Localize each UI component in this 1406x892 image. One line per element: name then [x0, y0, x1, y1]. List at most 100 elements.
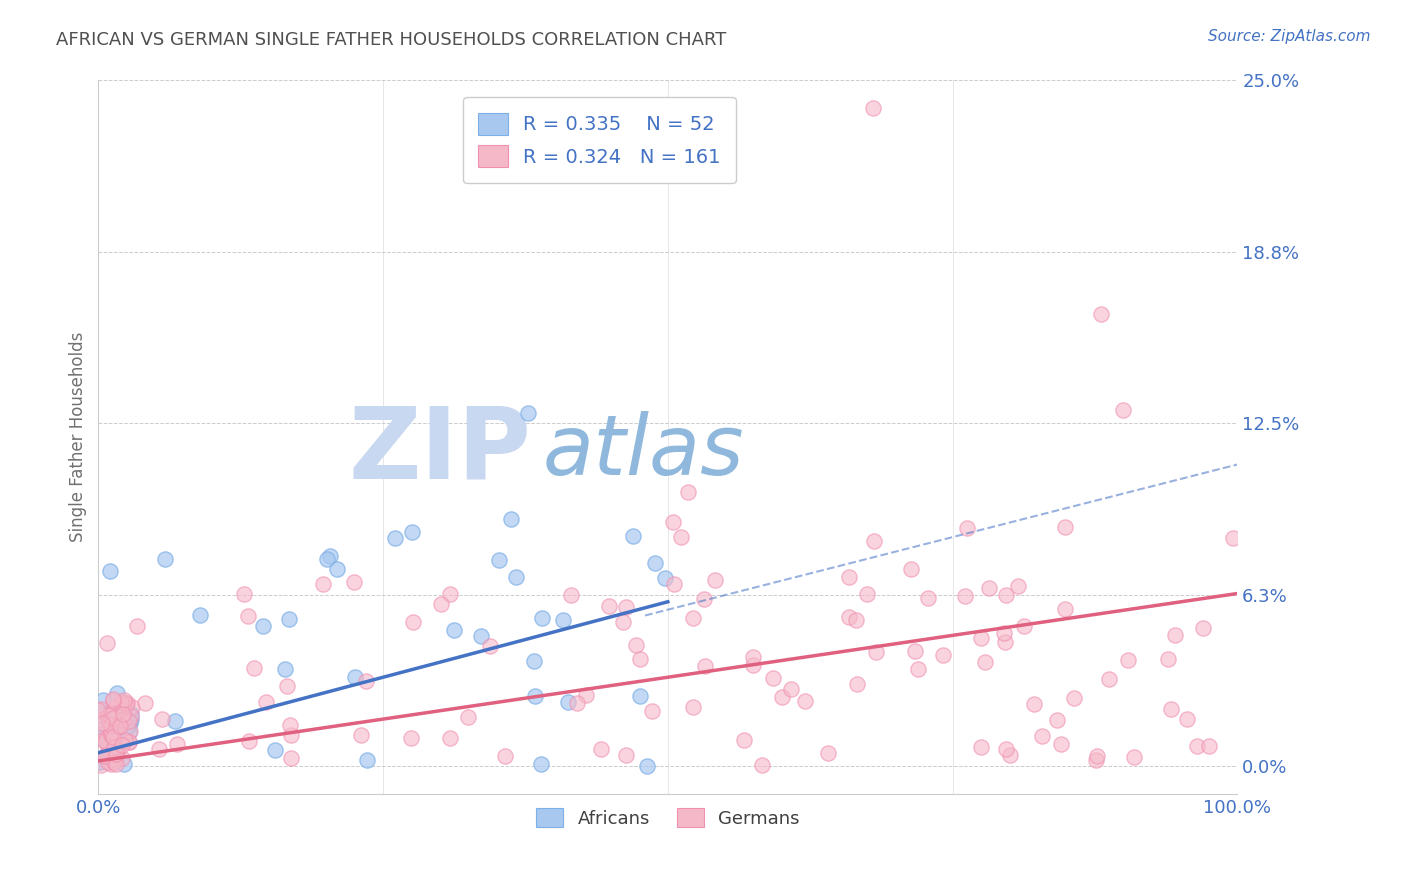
Point — [693, 658, 716, 673]
Point — [93, 723, 115, 737]
Point — [103, 747, 125, 761]
Point — [845, 613, 868, 627]
Point — [238, 733, 260, 747]
Point — [118, 716, 141, 731]
Point — [779, 681, 801, 696]
Point — [90, 713, 112, 727]
Point — [636, 758, 658, 772]
Point — [111, 714, 134, 728]
Point — [734, 732, 756, 747]
Point — [90, 702, 112, 716]
Point — [402, 615, 425, 629]
Point — [100, 729, 122, 743]
Point — [429, 597, 451, 611]
Point — [693, 592, 716, 607]
Point — [110, 694, 132, 708]
Point — [356, 753, 378, 767]
Point — [278, 718, 301, 732]
Point — [115, 696, 138, 710]
Point — [104, 699, 127, 714]
Point — [623, 529, 645, 543]
Point — [1175, 712, 1198, 726]
Point — [114, 733, 136, 747]
Point — [108, 738, 131, 752]
Point — [90, 715, 112, 730]
Point — [1098, 672, 1121, 686]
Point — [315, 551, 337, 566]
Point — [598, 599, 620, 613]
Text: ZIP: ZIP — [349, 403, 531, 500]
Point — [443, 624, 465, 638]
Point — [995, 741, 1018, 756]
Point — [770, 690, 793, 704]
Point — [112, 692, 135, 706]
Point — [104, 743, 127, 757]
Point — [524, 690, 547, 704]
Point — [103, 752, 125, 766]
Point — [704, 574, 727, 588]
Point — [118, 714, 141, 729]
Point — [97, 707, 120, 722]
Point — [89, 723, 111, 737]
Point — [1112, 402, 1135, 417]
Point — [994, 635, 1017, 649]
Point — [439, 731, 461, 746]
Point — [104, 740, 127, 755]
Point — [312, 577, 335, 591]
Point — [399, 731, 422, 745]
Point — [1022, 697, 1045, 711]
Point — [457, 710, 479, 724]
Point — [553, 613, 575, 627]
Point — [153, 552, 176, 566]
Point — [1122, 750, 1144, 764]
Point — [111, 739, 134, 753]
Point — [644, 557, 666, 571]
Point — [530, 757, 553, 772]
Point — [1046, 713, 1069, 727]
Point — [276, 678, 298, 692]
Point — [439, 587, 461, 601]
Text: Source: ZipAtlas.com: Source: ZipAtlas.com — [1208, 29, 1371, 44]
Point — [103, 755, 125, 769]
Point — [280, 729, 302, 743]
Point — [1116, 652, 1139, 666]
Point — [1007, 579, 1029, 593]
Point — [612, 615, 634, 629]
Point — [105, 717, 128, 731]
Point — [148, 741, 170, 756]
Point — [165, 714, 187, 728]
Point — [110, 703, 132, 717]
Point — [254, 695, 277, 709]
Point — [626, 639, 648, 653]
Point — [531, 611, 554, 625]
Point — [956, 521, 979, 535]
Point — [993, 626, 1015, 640]
Point — [97, 750, 120, 764]
Point — [904, 644, 927, 658]
Point — [862, 533, 884, 548]
Point — [91, 733, 114, 747]
Point — [89, 756, 111, 770]
Point — [188, 608, 211, 623]
Point — [900, 562, 922, 576]
Point — [319, 549, 342, 564]
Point — [742, 650, 765, 665]
Point — [150, 712, 173, 726]
Point — [114, 696, 136, 710]
Point — [274, 662, 297, 676]
Point — [280, 751, 302, 765]
Point — [762, 671, 785, 685]
Point — [105, 741, 128, 756]
Point — [105, 756, 128, 771]
Point — [104, 709, 127, 723]
Point — [1050, 737, 1073, 751]
Point — [865, 645, 887, 659]
Point — [105, 722, 128, 736]
Point — [96, 748, 118, 763]
Point — [979, 581, 1001, 595]
Point — [998, 748, 1021, 763]
Point — [105, 747, 128, 761]
Point — [118, 734, 141, 748]
Point — [121, 700, 143, 714]
Point — [98, 714, 121, 729]
